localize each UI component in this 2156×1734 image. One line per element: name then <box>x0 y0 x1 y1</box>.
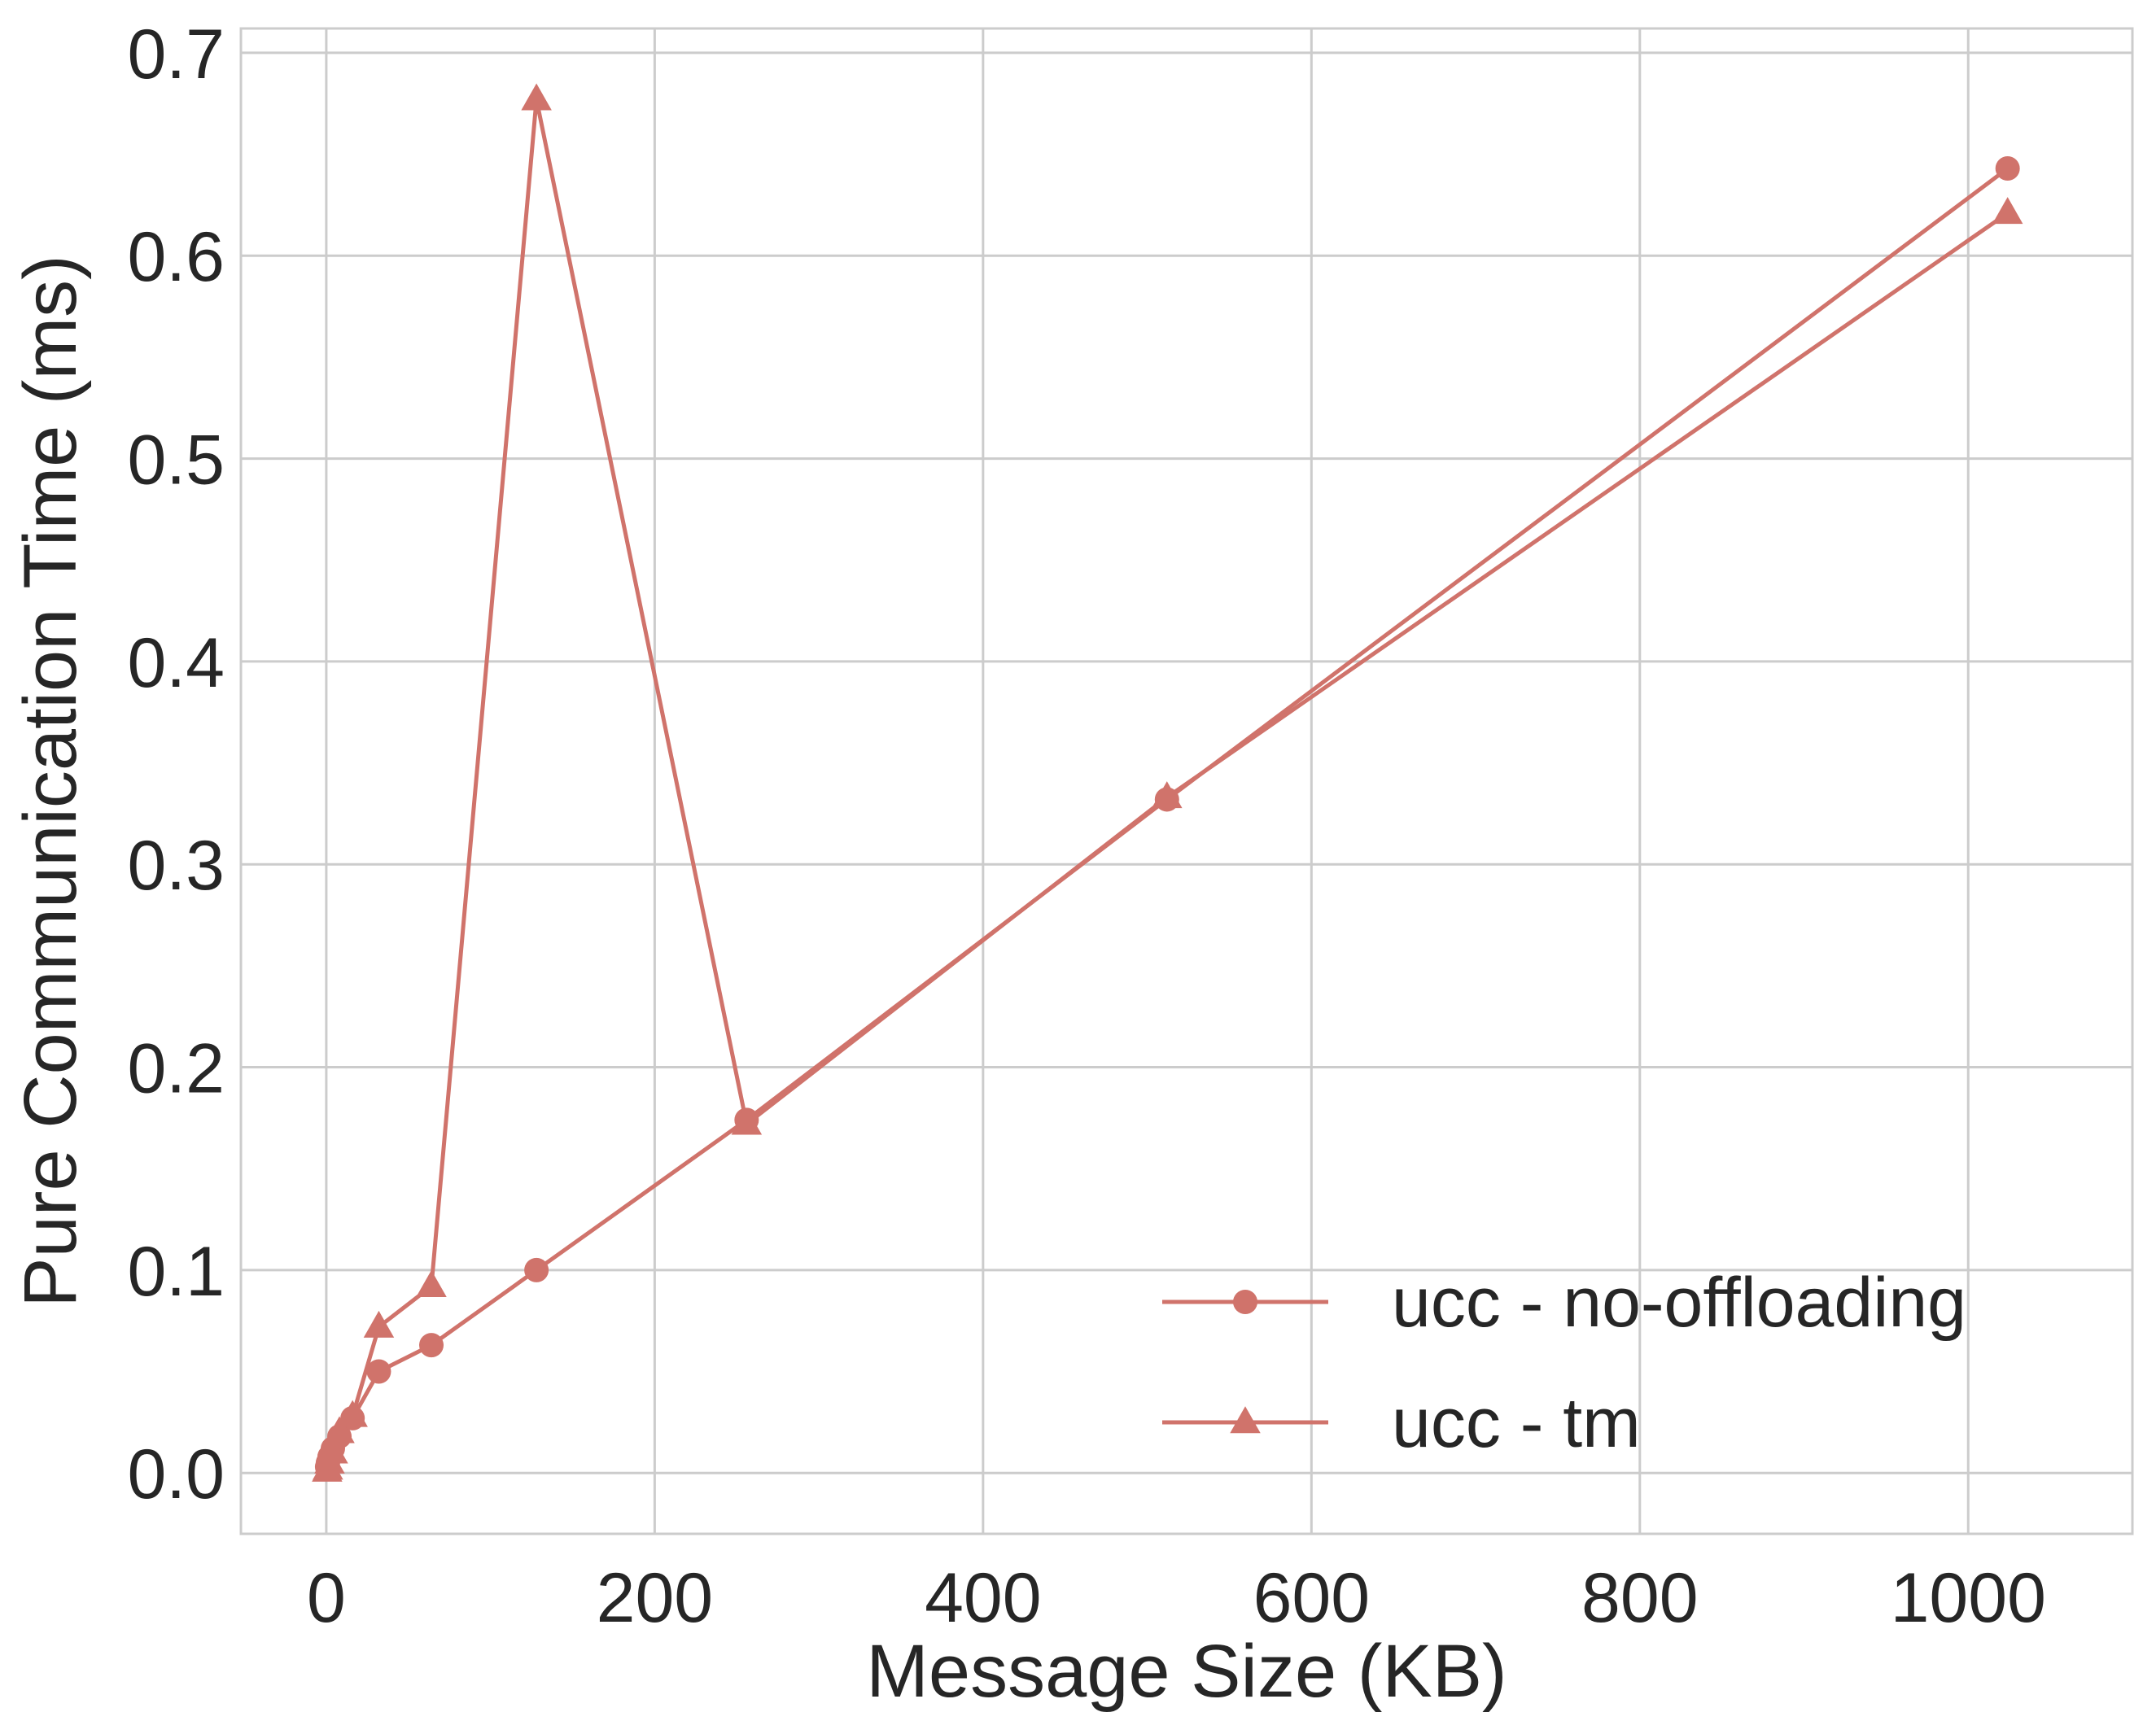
legend: ucc - no-offloading ucc - tm <box>1162 1264 1966 1462</box>
data-point <box>366 1359 391 1384</box>
data-point <box>1152 781 1183 809</box>
legend-label: ucc - no-offloading <box>1392 1264 1966 1342</box>
series-2 <box>312 83 2023 1482</box>
data-point <box>521 83 552 111</box>
legend-label: ucc - tm <box>1392 1384 1641 1462</box>
legend-marker <box>1230 1406 1261 1434</box>
x-tick-label: 600 <box>1253 1559 1371 1637</box>
legend-item: ucc - tm <box>1162 1384 1641 1462</box>
plot-frame <box>239 27 2134 1535</box>
y-tick-label: 0.5 <box>127 421 225 500</box>
x-axis-label: Message Size (KB) <box>866 1630 1507 1713</box>
y-tick-label: 0.0 <box>127 1435 225 1513</box>
y-tick-label: 0.6 <box>127 218 225 296</box>
data-point <box>1992 197 2023 225</box>
y-tick-label: 0.1 <box>127 1233 225 1311</box>
y-tick-label: 0.4 <box>127 624 225 702</box>
y-tick-label: 0.3 <box>127 827 225 905</box>
series-layer <box>312 83 2023 1482</box>
y-tick-label: 0.2 <box>127 1030 225 1108</box>
y-tick-label: 0.7 <box>127 15 225 94</box>
data-point <box>731 1107 763 1135</box>
x-tick-labels: 0 200 400 600 800 1000 <box>307 1559 2046 1637</box>
data-point <box>524 1257 549 1282</box>
y-tick-labels: 0.0 0.1 0.2 0.3 0.4 0.5 0.6 0.7 <box>127 15 225 1513</box>
x-tick-label: 200 <box>597 1559 714 1637</box>
data-point <box>363 1310 395 1338</box>
data-point <box>317 1436 348 1464</box>
data-point <box>416 1270 447 1298</box>
legend-marker <box>1233 1290 1257 1314</box>
x-tick-label: 0 <box>307 1559 346 1637</box>
x-tick-label: 400 <box>925 1559 1042 1637</box>
data-point <box>337 1400 368 1427</box>
data-point <box>1995 156 2020 181</box>
y-axis-label: Pure Communication Time (ms) <box>9 255 92 1307</box>
grid-lines <box>241 28 2132 1534</box>
x-tick-label: 800 <box>1581 1559 1699 1637</box>
data-point <box>419 1333 444 1358</box>
x-tick-label: 1000 <box>1891 1559 2046 1637</box>
data-point <box>324 1416 355 1444</box>
legend-item: ucc - no-offloading <box>1162 1264 1966 1342</box>
